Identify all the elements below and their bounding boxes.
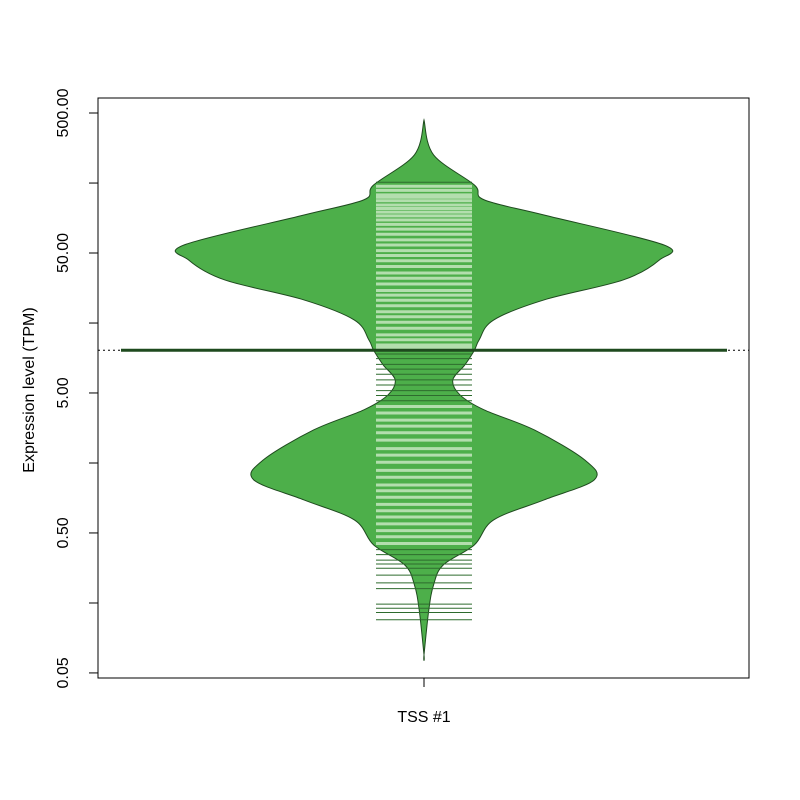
y-axis-label: Expression level (TPM)	[21, 307, 38, 472]
x-tick-label: TSS #1	[397, 709, 450, 726]
y-tick-label: 0.50	[55, 517, 72, 548]
y-tick-label: 50.00	[55, 233, 72, 273]
y-tick-label: 500.00	[55, 88, 72, 137]
y-tick-label: 5.00	[55, 377, 72, 408]
y-tick-label: 0.05	[55, 657, 72, 688]
